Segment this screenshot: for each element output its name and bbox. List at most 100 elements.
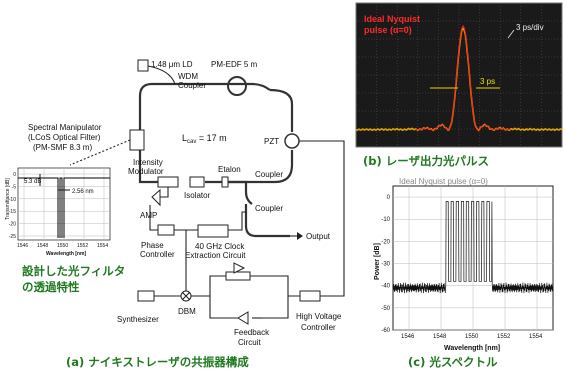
phase-controller-box xyxy=(157,224,175,236)
filter-ytick-label: -25 xyxy=(9,234,16,240)
pulse-panel: Ideal Nyquist pulse (α=0) 3 ps/div 3 ps xyxy=(355,2,563,148)
pzt-coil xyxy=(284,133,300,149)
edf-label: PM-EDF 5 m xyxy=(211,60,258,69)
ld-box xyxy=(137,59,149,72)
filter-ylabel: Transmittance [dB] xyxy=(5,178,11,220)
hv-box xyxy=(299,290,321,302)
filter-pointer xyxy=(69,139,131,166)
ld-label: 1.48 μm LD xyxy=(151,60,193,69)
etalon-box xyxy=(221,176,229,188)
amp-wire xyxy=(160,187,169,198)
caption-filter-2: の透過特性 xyxy=(22,280,80,294)
filter-ytick-label: -5 xyxy=(12,184,17,190)
spectral-label-2: (LCoS Optical Filter) xyxy=(28,133,101,142)
synthesizer-label: Synthesizer xyxy=(117,315,159,324)
spectrum-xtick-label: 1550 xyxy=(465,334,479,340)
spectrum-legend: Ideal Nyquist pulse (α=0) xyxy=(399,177,488,186)
spectrum-xtick-label: 1554 xyxy=(529,334,543,340)
dbm-cross xyxy=(182,292,190,300)
spectrum-ylabel: Power [dB] xyxy=(374,243,381,280)
ring-top-right-fiber xyxy=(208,82,271,91)
spectrum-xtick-label: 1552 xyxy=(497,334,511,340)
spectral-label-1: Spectral Manipulator xyxy=(28,123,102,132)
etalon-label: Etalon xyxy=(218,165,241,174)
intensity-label-1: Intensity xyxy=(133,158,163,167)
filter-xtick-label: 1546 xyxy=(17,243,28,249)
spectrum-gridlines xyxy=(393,186,553,331)
pulse-ideal-curve xyxy=(415,25,511,131)
filter-ytick-label: -15 xyxy=(9,209,16,215)
phase-wire xyxy=(149,205,158,231)
dbm-label: DBM xyxy=(178,307,196,316)
pulse-width-label: 3 ps xyxy=(480,77,495,86)
spectrum-xlabel: Wavelength [nm] xyxy=(444,345,500,352)
tap-wire xyxy=(228,211,246,231)
pulse-title-2: pulse (α=0) xyxy=(364,25,412,35)
filter-plot: 5.3 dB 2.56 nm Transmittance [dB] Wavele… xyxy=(5,167,111,257)
clock-label-1: 40 GHz Clock xyxy=(195,242,245,251)
spectrum-xtick-label: 1548 xyxy=(433,334,447,340)
filter-xticks: 1546 1548 1550 1552 1554 xyxy=(17,243,108,249)
caption-c: (c) 光スペクトル xyxy=(408,355,498,369)
filter-yticks: 0 -5 -10 -15 -20 -25 xyxy=(9,172,16,240)
pulse-title-1: Ideal Nyquist xyxy=(364,14,420,24)
filter-ann-db: 5.3 dB xyxy=(24,179,41,185)
intensity-label-2: Modulator xyxy=(128,167,164,176)
amp-triangle xyxy=(151,188,161,207)
spectrum-xticks: 1546 1548 1550 1552 1554 xyxy=(401,334,543,340)
synthesizer-box xyxy=(137,290,155,302)
spectrum-ytick-label: -50 xyxy=(381,306,390,312)
spectrum-yticks: 0 -10 -20 -30 -40 -50 -60 xyxy=(381,195,390,334)
phase-label-1: Phase xyxy=(141,241,164,250)
hv-label-2: Controller xyxy=(301,323,336,332)
isolator-box xyxy=(189,176,205,188)
wdm-label-1: WDM xyxy=(178,72,198,81)
hv-to-pzt-wire xyxy=(299,140,345,297)
spectrum-ytick-label: -40 xyxy=(381,284,390,290)
clock-box xyxy=(197,224,229,238)
output-fiber xyxy=(244,191,290,238)
feedback-amp-top xyxy=(233,262,246,274)
spectral-manipulator-box xyxy=(129,129,145,151)
edf-coil xyxy=(227,76,247,96)
filter-block xyxy=(225,271,251,281)
spectrum-ytick-label: 0 xyxy=(387,195,391,201)
filter-xtick-label: 1550 xyxy=(57,243,68,249)
isolator-label: Isolator xyxy=(184,191,211,200)
modulator-box xyxy=(157,176,179,188)
filter-xtick-label: 1552 xyxy=(77,243,88,249)
filter-ytick-label: 0 xyxy=(13,172,16,178)
caption-a: (a) ナイキストレーザの共振器構成 xyxy=(66,355,249,369)
filter-xtick-label: 1548 xyxy=(37,243,48,249)
filter-ytick-label: -10 xyxy=(9,197,16,203)
feedback-amp-bottom xyxy=(237,311,249,325)
caption-filter-1: 設計した光フィルタ xyxy=(22,264,125,278)
pulse-scale: 3 ps/div xyxy=(516,23,544,32)
output-arrowhead xyxy=(297,232,303,240)
pzt-label: PZT xyxy=(264,137,279,146)
coupler-b-label: Coupler xyxy=(255,204,283,213)
feedback-label-1: Feedback xyxy=(234,328,270,337)
filter-ytick-label: -20 xyxy=(9,222,16,228)
filter-ann-nm: 2.56 nm xyxy=(72,189,94,195)
spectrum-panel: Ideal Nyquist pulse (α=0) Power [dB] Wav… xyxy=(374,177,554,352)
spectrum-xtick-label: 1546 xyxy=(401,334,415,340)
wdm-label-2: Coupler xyxy=(178,81,206,90)
filter-response xyxy=(18,177,110,238)
hv-label-1: High Voltage xyxy=(296,312,342,321)
spectrum-ytick-label: -10 xyxy=(381,217,390,223)
spectrum-ytick-label: -30 xyxy=(381,262,390,268)
spectrum-trace xyxy=(392,201,554,294)
lcav-label: Lcav = 17 m xyxy=(182,133,227,145)
ring-top-left-fiber xyxy=(138,82,208,97)
phase-label-2: Controller xyxy=(140,250,175,259)
feedback-label-2: Circuit xyxy=(238,338,261,347)
caption-b: (b) レーザ出力光パルス xyxy=(363,154,489,168)
spectrum-ytick-label: -20 xyxy=(381,239,390,245)
filter-xlabel: Wavelength [nm] xyxy=(46,251,86,257)
filter-xtick-label: 1554 xyxy=(97,243,108,249)
spectrum-ytick-label: -60 xyxy=(381,328,390,334)
pulse-scale-pointer xyxy=(507,29,515,39)
coupler-a-label: Coupler xyxy=(255,170,283,179)
